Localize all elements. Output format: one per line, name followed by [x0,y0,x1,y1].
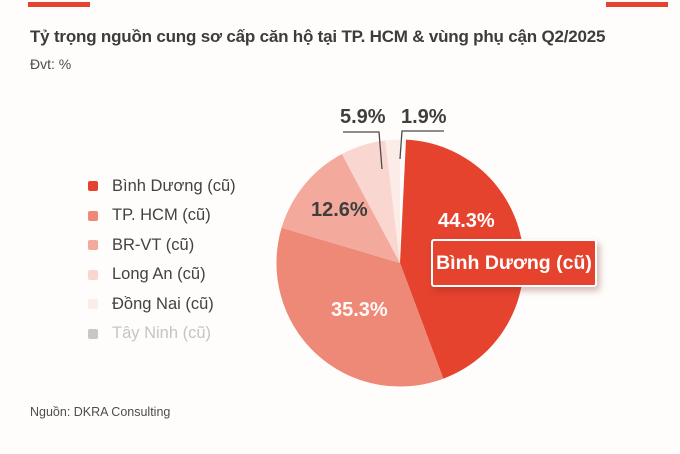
legend-item-binh-duong: Bình Dương (cũ) [88,177,236,195]
callout-line-dong-nai [399,130,444,160]
legend-label: BR-VT (cũ) [112,235,195,254]
legend-swatch-icon [88,299,98,309]
pie-slice-long-an-cu [341,140,400,263]
legend-item-tay-ninh: Tây Ninh (cũ) [88,324,236,343]
value-label-tp-hcm: 35.3% [331,299,388,321]
legend-item-dong-nai: Đồng Nai (cũ) [88,295,236,313]
legend-label: TP. HCM (cũ) [112,206,211,224]
value-label-br-vt: 12.6% [311,199,368,221]
pie-slice-dong-nai-cu [385,139,400,263]
legend-swatch-icon [88,240,98,250]
value-label-binh-duong: 44.3% [438,210,495,232]
chart-title: Tỷ trọng nguồn cung sơ cấp căn hộ tại TP… [30,27,606,46]
callout-line-long-an [343,131,383,170]
value-label-dong-nai: 1.9% [401,106,447,128]
chart-legend: Bình Dương (cũ) TP. HCM (cũ) BR-VT (cũ) … [88,177,236,343]
top-right-accent-dash [606,2,668,7]
source-attribution: Nguồn: DKRA Consulting [30,405,171,419]
legend-swatch-icon [88,210,98,221]
legend-swatch-icon [88,269,98,280]
top-left-accent-dash [28,2,90,7]
legend-item-br-vt: BR-VT (cũ) [88,236,236,254]
value-label-long-an: 5.9% [340,106,386,128]
legend-label: Tây Ninh (cũ) [112,324,212,342]
legend-swatch-icon [88,328,98,339]
pie-slice-br-vt-cu [281,154,400,263]
legend-label: Đồng Nai (cũ) [112,294,214,313]
unit-label: Đvt: % [30,56,72,72]
legend-label: Bình Dương (cũ) [112,176,236,195]
legend-swatch-icon [88,181,98,191]
highlight-callout-box: Bình Dương (cũ) [431,239,597,287]
highlight-label: Bình Dương (cũ) [436,251,592,274]
legend-item-long-an: Long An (cũ) [88,265,236,284]
pie-slice-tp-hcm-cu [276,227,444,387]
legend-label: Long An (cũ) [112,265,206,283]
legend-item-tp-hcm: TP. HCM (cũ) [88,206,236,225]
